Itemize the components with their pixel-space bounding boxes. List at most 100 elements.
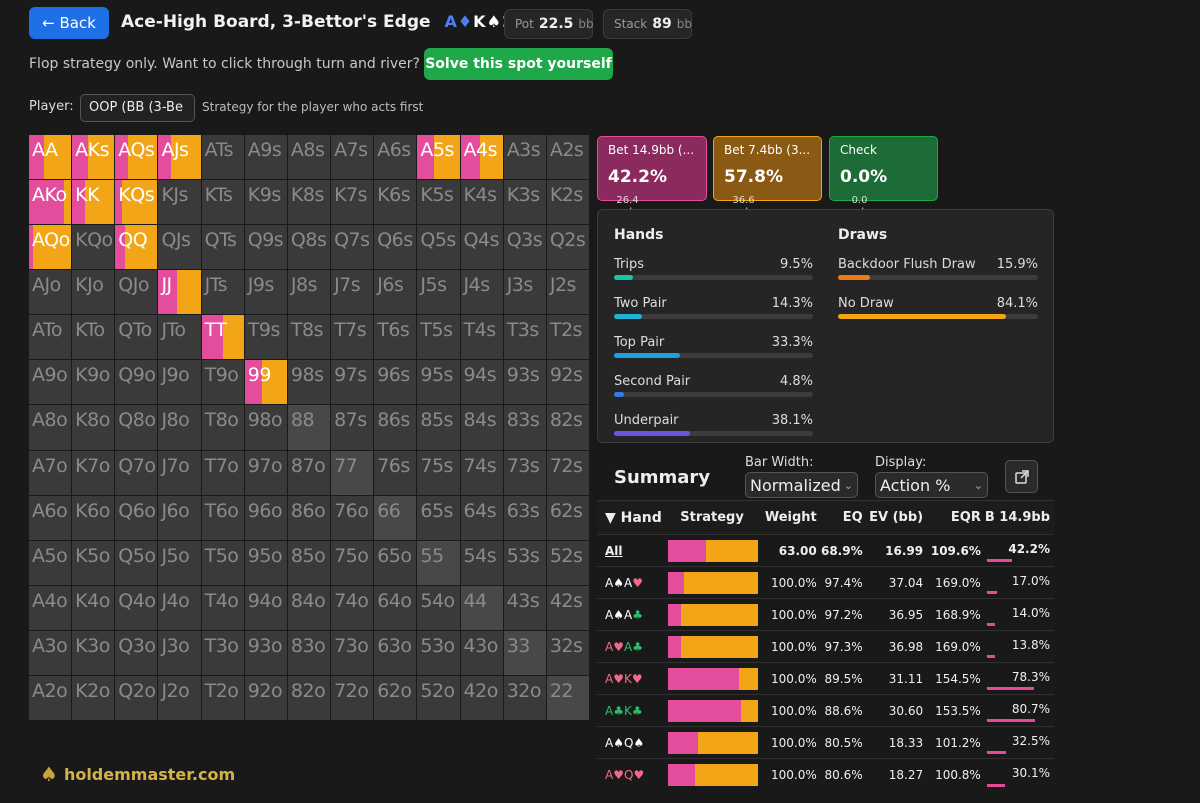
col-eqr[interactable]: EQR bbox=[927, 500, 985, 535]
action-card-bet-large[interactable]: Bet 14.9bb (... 42.2% 26.4combos bbox=[597, 136, 707, 218]
grid-cell-94s[interactable]: 94s bbox=[460, 360, 503, 405]
grid-cell-KTo[interactable]: KTo bbox=[72, 315, 115, 360]
grid-cell-J2s[interactable]: J2s bbox=[546, 270, 589, 315]
grid-cell-Q9o[interactable]: Q9o bbox=[115, 360, 158, 405]
grid-cell-AKo[interactable]: AKo bbox=[29, 180, 72, 225]
grid-cell-Q6o[interactable]: Q6o bbox=[115, 495, 158, 540]
grid-cell-J4s[interactable]: J4s bbox=[460, 270, 503, 315]
grid-cell-72o[interactable]: 72o bbox=[331, 675, 374, 720]
grid-cell-T7o[interactable]: T7o bbox=[201, 450, 244, 495]
col-hand[interactable]: ▼ Hand bbox=[597, 500, 666, 535]
grid-cell-T8s[interactable]: T8s bbox=[287, 315, 331, 360]
grid-cell-84s[interactable]: 84s bbox=[460, 405, 503, 450]
summary-row-all[interactable]: All 63.00 68.9% 16.99 109.6% 42.2% bbox=[597, 534, 1054, 567]
all-hands-link[interactable]: All bbox=[605, 543, 623, 558]
grid-cell-T9o[interactable]: T9o bbox=[201, 360, 244, 405]
grid-cell-Q4o[interactable]: Q4o bbox=[115, 585, 158, 630]
grid-cell-33[interactable]: 33 bbox=[503, 630, 546, 675]
grid-cell-63s[interactable]: 63s bbox=[503, 495, 546, 540]
open-external-button[interactable] bbox=[1005, 460, 1038, 493]
grid-cell-J2o[interactable]: J2o bbox=[158, 675, 201, 720]
grid-cell-QJo[interactable]: QJo bbox=[115, 270, 158, 315]
grid-cell-Q8s[interactable]: Q8s bbox=[287, 225, 331, 270]
grid-cell-76s[interactable]: 76s bbox=[374, 450, 417, 495]
grid-cell-K5o[interactable]: K5o bbox=[72, 540, 115, 585]
grid-cell-AKs[interactable]: AKs bbox=[72, 135, 115, 180]
player-select[interactable]: OOP (BB (3-Be bbox=[80, 94, 195, 122]
grid-cell-T4s[interactable]: T4s bbox=[460, 315, 503, 360]
grid-cell-53o[interactable]: 53o bbox=[417, 630, 460, 675]
grid-cell-88[interactable]: 88 bbox=[287, 405, 331, 450]
grid-cell-K7o[interactable]: K7o bbox=[72, 450, 115, 495]
grid-cell-83o[interactable]: 83o bbox=[287, 630, 331, 675]
grid-cell-32s[interactable]: 32s bbox=[546, 630, 589, 675]
grid-cell-66[interactable]: 66 bbox=[374, 495, 417, 540]
display-select[interactable]: Action % ⌄ bbox=[875, 472, 988, 498]
grid-cell-T3s[interactable]: T3s bbox=[503, 315, 546, 360]
grid-cell-A6o[interactable]: A6o bbox=[29, 495, 72, 540]
grid-cell-94o[interactable]: 94o bbox=[244, 585, 287, 630]
grid-cell-KK[interactable]: KK bbox=[72, 180, 115, 225]
grid-cell-T5s[interactable]: T5s bbox=[417, 315, 460, 360]
grid-cell-42o[interactable]: 42o bbox=[460, 675, 503, 720]
grid-cell-86o[interactable]: 86o bbox=[287, 495, 331, 540]
grid-cell-93s[interactable]: 93s bbox=[503, 360, 546, 405]
grid-cell-64s[interactable]: 64s bbox=[460, 495, 503, 540]
grid-cell-52s[interactable]: 52s bbox=[546, 540, 589, 585]
grid-cell-92s[interactable]: 92s bbox=[546, 360, 589, 405]
grid-cell-J5s[interactable]: J5s bbox=[417, 270, 460, 315]
grid-cell-92o[interactable]: 92o bbox=[244, 675, 287, 720]
grid-cell-K8o[interactable]: K8o bbox=[72, 405, 115, 450]
grid-cell-A5s[interactable]: A5s bbox=[417, 135, 460, 180]
grid-cell-AJs[interactable]: AJs bbox=[158, 135, 201, 180]
grid-cell-Q2o[interactable]: Q2o bbox=[115, 675, 158, 720]
grid-cell-95s[interactable]: 95s bbox=[417, 360, 460, 405]
col-ev[interactable]: EV (bb) bbox=[866, 500, 928, 535]
grid-cell-ATo[interactable]: ATo bbox=[29, 315, 72, 360]
col-weight[interactable]: Weight bbox=[762, 500, 821, 535]
grid-cell-K4o[interactable]: K4o bbox=[72, 585, 115, 630]
grid-cell-72s[interactable]: 72s bbox=[546, 450, 589, 495]
summary-row[interactable]: A♠Q♠ 100.0% 80.5% 18.33 101.2% 32.5% bbox=[597, 726, 1054, 759]
action-card-bet-small[interactable]: Bet 7.4bb (3... 57.8% 36.6combos bbox=[713, 136, 822, 218]
grid-cell-AA[interactable]: AA bbox=[29, 135, 72, 180]
grid-cell-64o[interactable]: 64o bbox=[374, 585, 417, 630]
grid-cell-J9s[interactable]: J9s bbox=[244, 270, 287, 315]
grid-cell-J6s[interactable]: J6s bbox=[374, 270, 417, 315]
back-button[interactable]: ← Back bbox=[29, 7, 109, 39]
grid-cell-K3o[interactable]: K3o bbox=[72, 630, 115, 675]
grid-cell-84o[interactable]: 84o bbox=[287, 585, 331, 630]
grid-cell-K4s[interactable]: K4s bbox=[460, 180, 503, 225]
grid-cell-82s[interactable]: 82s bbox=[546, 405, 589, 450]
grid-cell-Q3o[interactable]: Q3o bbox=[115, 630, 158, 675]
grid-cell-A9s[interactable]: A9s bbox=[244, 135, 287, 180]
grid-cell-J9o[interactable]: J9o bbox=[158, 360, 201, 405]
hand-category-row[interactable]: Trips 9.5% bbox=[614, 257, 813, 280]
grid-cell-43o[interactable]: 43o bbox=[460, 630, 503, 675]
grid-cell-A2s[interactable]: A2s bbox=[546, 135, 589, 180]
grid-cell-T6s[interactable]: T6s bbox=[374, 315, 417, 360]
grid-cell-43s[interactable]: 43s bbox=[503, 585, 546, 630]
draw-category-row[interactable]: No Draw 84.1% bbox=[838, 296, 1038, 319]
hand-category-row[interactable]: Two Pair 14.3% bbox=[614, 296, 813, 319]
grid-cell-J4o[interactable]: J4o bbox=[158, 585, 201, 630]
grid-cell-K6o[interactable]: K6o bbox=[72, 495, 115, 540]
grid-cell-KQs[interactable]: KQs bbox=[115, 180, 158, 225]
grid-cell-98s[interactable]: 98s bbox=[287, 360, 331, 405]
grid-cell-QTs[interactable]: QTs bbox=[201, 225, 244, 270]
grid-cell-T3o[interactable]: T3o bbox=[201, 630, 244, 675]
grid-cell-A3s[interactable]: A3s bbox=[503, 135, 546, 180]
grid-cell-J5o[interactable]: J5o bbox=[158, 540, 201, 585]
col-b-large[interactable]: B 14.9bb bbox=[984, 500, 1054, 535]
grid-cell-T2s[interactable]: T2s bbox=[546, 315, 589, 360]
grid-cell-AQo[interactable]: AQo bbox=[29, 225, 72, 270]
grid-cell-86s[interactable]: 86s bbox=[374, 405, 417, 450]
grid-cell-73o[interactable]: 73o bbox=[331, 630, 374, 675]
grid-cell-22[interactable]: 22 bbox=[546, 675, 589, 720]
grid-cell-Q7s[interactable]: Q7s bbox=[331, 225, 374, 270]
grid-cell-T9s[interactable]: T9s bbox=[244, 315, 287, 360]
summary-row[interactable]: A♥Q♥ 100.0% 80.6% 18.27 100.8% 30.1% bbox=[597, 758, 1054, 791]
grid-cell-KQo[interactable]: KQo bbox=[72, 225, 115, 270]
grid-cell-96s[interactable]: 96s bbox=[374, 360, 417, 405]
grid-cell-97s[interactable]: 97s bbox=[331, 360, 374, 405]
